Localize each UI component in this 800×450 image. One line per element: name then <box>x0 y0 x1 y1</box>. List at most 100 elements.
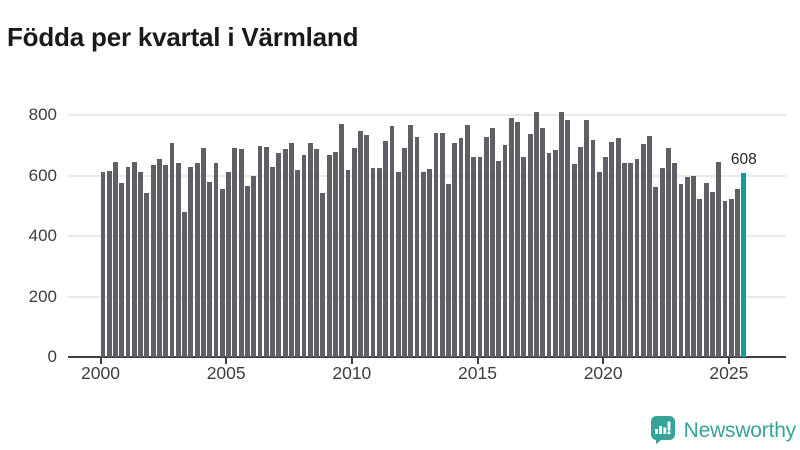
quarter-bar <box>427 169 433 357</box>
quarter-bar <box>546 153 552 357</box>
quarter-bar <box>678 184 684 357</box>
quarter-bar <box>320 193 326 357</box>
quarter-bar <box>351 148 357 357</box>
quarter-bar <box>364 134 370 357</box>
quarter-bar <box>301 154 307 357</box>
y-axis-tick-label: 800 <box>28 105 57 124</box>
quarter-bar <box>534 112 539 357</box>
quarter-bar <box>270 166 275 357</box>
quarter-bar <box>175 163 181 357</box>
quarter-bar <box>276 153 282 357</box>
quarter-bar <box>521 156 527 357</box>
quarter-bar <box>295 170 301 357</box>
quarter-bar <box>251 176 257 357</box>
quarter-bar <box>326 154 332 357</box>
quarter-bar <box>653 186 659 357</box>
quarter-bar <box>433 133 439 357</box>
quarter-bar <box>697 199 703 357</box>
quarter-bar <box>515 122 520 357</box>
quarter-bar <box>150 164 156 357</box>
y-axis-tick-label: 400 <box>28 226 57 245</box>
quarter-bar <box>389 126 395 357</box>
quarter-bar <box>634 158 640 357</box>
quarter-bar <box>483 136 489 357</box>
quarter-bar <box>647 135 652 357</box>
quarter-bar <box>207 181 213 357</box>
quarter-bar <box>395 171 401 357</box>
quarter-bar <box>307 143 313 357</box>
quarter-bar <box>552 150 558 357</box>
quarter-bar <box>282 149 288 357</box>
quarter-bar <box>125 167 131 357</box>
quarter-bar <box>540 128 546 357</box>
quarter-bar <box>131 161 137 357</box>
quarter-bar <box>565 120 571 357</box>
quarter-bar <box>684 176 690 357</box>
x-axis-tick-label: 2010 <box>332 363 372 383</box>
quarter-bar <box>339 124 345 357</box>
quarter-bar <box>578 146 583 357</box>
quarter-bar <box>157 158 162 357</box>
quarter-bar <box>439 132 445 357</box>
quarter-bar <box>213 163 219 357</box>
quarter-bar <box>263 147 269 357</box>
quarter-bar <box>113 161 118 357</box>
quarter-bar <box>464 124 470 357</box>
quarter-bar <box>232 148 238 357</box>
quarter-bar <box>245 186 250 357</box>
quarter-bar <box>138 171 143 357</box>
quarter-bar <box>571 164 577 357</box>
x-axis-tick-label: 2025 <box>709 363 749 383</box>
page-title: Födda per kvartal i Värmland <box>7 22 359 53</box>
quarter-bar <box>628 163 634 357</box>
quarter-bar <box>289 143 294 357</box>
quarter-bar <box>106 170 112 357</box>
y-gridline <box>68 295 786 298</box>
quarter-bar <box>219 189 225 357</box>
quarter-bar <box>728 199 734 357</box>
quarter-bar <box>502 144 508 357</box>
quarter-bar <box>508 118 514 357</box>
quarter-bar <box>238 149 244 357</box>
highlighted-quarter-bar <box>741 173 747 357</box>
newsworthy-logo-text: Newsworthy <box>683 418 797 442</box>
quarter-bar <box>496 160 502 357</box>
quarter-bar <box>420 171 426 357</box>
quarter-bar <box>144 193 150 357</box>
x-axis-tick-label: 2020 <box>583 363 623 383</box>
x-axis-tick-label: 2005 <box>206 363 246 383</box>
quarter-bar <box>182 211 187 357</box>
x-axis-tick <box>602 357 605 364</box>
quarter-bar <box>383 141 389 357</box>
y-gridline <box>68 174 786 177</box>
newsworthy-speech-bubble-chart-icon <box>650 416 675 445</box>
quarter-bar <box>709 191 715 357</box>
x-axis-tick <box>476 357 479 364</box>
quarter-bar <box>691 175 696 357</box>
quarter-bar <box>332 151 338 357</box>
quarter-bar <box>169 143 175 357</box>
quarter-bar <box>590 140 596 357</box>
quarter-bar <box>194 163 200 357</box>
quarter-bar <box>609 142 615 357</box>
quarter-bar <box>358 131 363 357</box>
newsworthy-logo[interactable]: Newsworthy <box>650 416 797 445</box>
quarter-bar <box>458 138 464 357</box>
quarter-bar <box>596 172 602 357</box>
quarter-bar <box>603 156 608 357</box>
quarter-bar <box>722 200 728 357</box>
y-axis-tick-label: 200 <box>28 286 57 306</box>
quarter-bar <box>201 148 206 357</box>
quarter-bar <box>490 127 495 357</box>
quarter-bar <box>119 182 125 357</box>
quarter-bar <box>477 156 483 357</box>
quarter-bar <box>226 171 231 357</box>
quarter-bar <box>584 119 590 357</box>
x-axis-tick <box>350 357 353 364</box>
quarter-bar <box>100 171 106 357</box>
quarter-bar <box>446 183 451 357</box>
quarter-bar <box>376 168 382 357</box>
quarter-bar <box>452 143 458 357</box>
x-axis-line <box>68 356 786 358</box>
